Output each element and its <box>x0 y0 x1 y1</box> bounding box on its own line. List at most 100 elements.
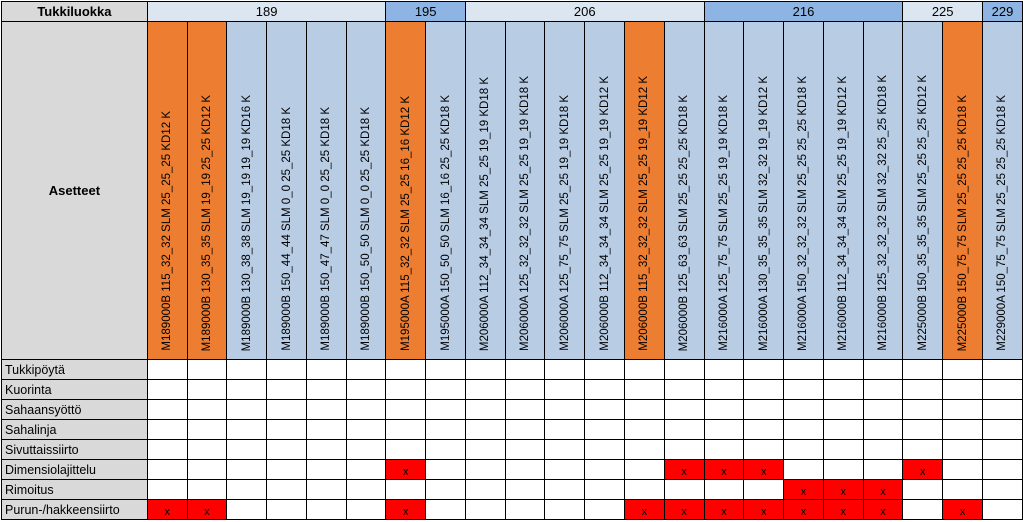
empty-cell[interactable] <box>584 359 625 380</box>
empty-cell[interactable] <box>623 359 665 380</box>
empty-cell[interactable] <box>226 439 268 460</box>
setting-column-header[interactable]: M225000B 150_75_75 SLM 25_25 25_25 KD18 … <box>942 21 983 360</box>
empty-cell[interactable] <box>822 379 864 400</box>
empty-cell[interactable] <box>146 419 188 440</box>
log-class-group[interactable]: 225 <box>902 1 983 22</box>
empty-cell[interactable] <box>226 379 268 400</box>
empty-cell[interactable] <box>981 399 1023 420</box>
setting-column-header[interactable]: M216000A 130_35_35_35 SLM 32_32 19_19 KD… <box>743 21 785 360</box>
setting-column-header[interactable]: M206000B 112_34_34_34 SLM 25_25 19_19 KD… <box>584 21 625 360</box>
empty-cell[interactable] <box>743 379 785 400</box>
empty-cell[interactable] <box>305 479 347 500</box>
empty-cell[interactable] <box>902 439 944 460</box>
empty-cell[interactable] <box>584 459 625 480</box>
empty-cell[interactable] <box>743 439 785 460</box>
empty-cell[interactable] <box>186 419 228 440</box>
marked-cell[interactable]: x <box>743 499 785 520</box>
empty-cell[interactable] <box>146 359 188 380</box>
empty-cell[interactable] <box>266 499 307 520</box>
empty-cell[interactable] <box>584 399 625 420</box>
log-class-group[interactable]: 206 <box>464 1 705 22</box>
empty-cell[interactable] <box>981 479 1023 500</box>
empty-cell[interactable] <box>623 399 665 420</box>
setting-column-header[interactable]: M195000A 115_32_32 SLM 25_25 16_16 KD12 … <box>385 21 427 360</box>
empty-cell[interactable] <box>743 399 785 420</box>
marked-cell[interactable]: x <box>822 499 864 520</box>
empty-cell[interactable] <box>783 419 824 440</box>
empty-cell[interactable] <box>703 379 745 400</box>
empty-cell[interactable] <box>504 499 546 520</box>
empty-cell[interactable] <box>146 459 188 480</box>
empty-cell[interactable] <box>504 439 546 460</box>
empty-cell[interactable] <box>663 399 705 420</box>
empty-cell[interactable] <box>544 459 586 480</box>
empty-cell[interactable] <box>942 379 983 400</box>
empty-cell[interactable] <box>504 419 546 440</box>
row-label[interactable]: Rimoitus <box>1 479 148 500</box>
empty-cell[interactable] <box>146 479 188 500</box>
empty-cell[interactable] <box>425 359 466 380</box>
empty-cell[interactable] <box>663 379 705 400</box>
empty-cell[interactable] <box>822 439 864 460</box>
empty-cell[interactable] <box>743 359 785 380</box>
empty-cell[interactable] <box>266 459 307 480</box>
setting-column-header[interactable]: M216000B 125_32_32_32 SLM 32_32 25_25 KD… <box>862 21 904 360</box>
empty-cell[interactable] <box>822 399 864 420</box>
setting-column-header[interactable]: M189000B 130_35_35 SLM 19_19 25_25 KD12 … <box>186 21 228 360</box>
empty-cell[interactable] <box>425 399 466 420</box>
empty-cell[interactable] <box>544 419 586 440</box>
marked-cell[interactable]: x <box>663 459 705 480</box>
marked-cell[interactable]: x <box>743 459 785 480</box>
empty-cell[interactable] <box>385 359 427 380</box>
empty-cell[interactable] <box>464 499 506 520</box>
empty-cell[interactable] <box>186 379 228 400</box>
empty-cell[interactable] <box>981 459 1023 480</box>
empty-cell[interactable] <box>862 439 904 460</box>
empty-cell[interactable] <box>345 439 387 460</box>
empty-cell[interactable] <box>504 479 546 500</box>
empty-cell[interactable] <box>981 379 1023 400</box>
empty-cell[interactable] <box>425 479 466 500</box>
empty-cell[interactable] <box>584 479 625 500</box>
empty-cell[interactable] <box>305 419 347 440</box>
marked-cell[interactable]: x <box>663 499 705 520</box>
setting-column-header[interactable]: M195000A 150_50_50 SLM 16_16 25_25 KD18 … <box>425 21 466 360</box>
empty-cell[interactable] <box>862 379 904 400</box>
empty-cell[interactable] <box>345 359 387 380</box>
empty-cell[interactable] <box>902 479 944 500</box>
row-label[interactable]: Sivuttaissiirto <box>1 439 148 460</box>
empty-cell[interactable] <box>425 459 466 480</box>
empty-cell[interactable] <box>385 419 427 440</box>
empty-cell[interactable] <box>146 439 188 460</box>
empty-cell[interactable] <box>584 499 625 520</box>
empty-cell[interactable] <box>266 479 307 500</box>
empty-cell[interactable] <box>942 439 983 460</box>
empty-cell[interactable] <box>385 479 427 500</box>
empty-cell[interactable] <box>425 419 466 440</box>
row-label[interactable]: Purun-/hakkeensiirto <box>1 499 148 520</box>
empty-cell[interactable] <box>186 359 228 380</box>
empty-cell[interactable] <box>862 399 904 420</box>
setting-column-header[interactable]: M216000A 150_32_32_32 SLM 25_25 25_25 KD… <box>783 21 824 360</box>
empty-cell[interactable] <box>663 359 705 380</box>
marked-cell[interactable]: x <box>703 499 745 520</box>
empty-cell[interactable] <box>663 419 705 440</box>
empty-cell[interactable] <box>305 439 347 460</box>
empty-cell[interactable] <box>703 399 745 420</box>
setting-column-header[interactable]: M206000A 112_34_34_34 SLM 25_25 19_19 KD… <box>464 21 506 360</box>
empty-cell[interactable] <box>226 419 268 440</box>
empty-cell[interactable] <box>862 419 904 440</box>
setting-column-header[interactable]: M189000B 150_50_50 SLM 0_0 25_25 KD18 K <box>345 21 387 360</box>
empty-cell[interactable] <box>345 459 387 480</box>
empty-cell[interactable] <box>743 479 785 500</box>
setting-column-header[interactable]: M206000A 125_32_32_32 SLM 25_25 19_19 KD… <box>504 21 546 360</box>
setting-column-header[interactable]: M216000A 125_75_75 SLM 25_25 19_19 KD18 … <box>703 21 745 360</box>
empty-cell[interactable] <box>783 379 824 400</box>
empty-cell[interactable] <box>464 459 506 480</box>
empty-cell[interactable] <box>345 479 387 500</box>
empty-cell[interactable] <box>822 419 864 440</box>
empty-cell[interactable] <box>862 359 904 380</box>
empty-cell[interactable] <box>902 399 944 420</box>
empty-cell[interactable] <box>464 379 506 400</box>
empty-cell[interactable] <box>902 379 944 400</box>
